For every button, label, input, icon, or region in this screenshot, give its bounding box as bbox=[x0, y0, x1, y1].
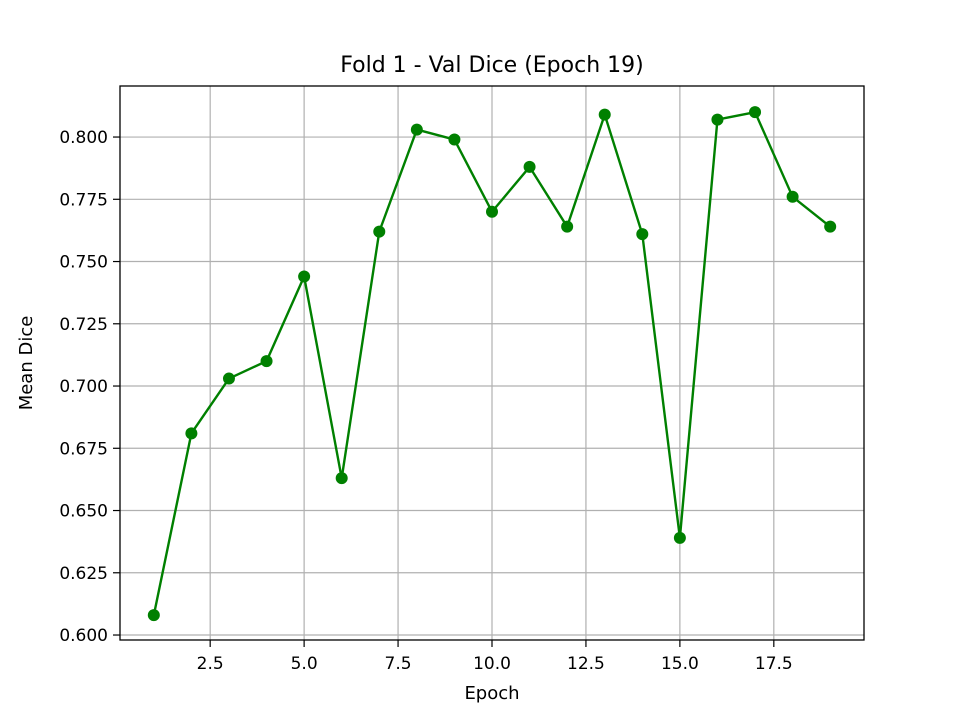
data-point bbox=[486, 205, 498, 218]
y-tick-label: 0.625 bbox=[59, 564, 108, 584]
x-axis-ticks: 2.5 5.0 7.5 10.0 12.5 15.0 17.5 bbox=[197, 640, 793, 674]
x-tick-label: 10.0 bbox=[473, 654, 511, 674]
data-point bbox=[711, 113, 724, 126]
x-tick-label: 2.5 bbox=[197, 654, 224, 674]
y-tick-label: 0.800 bbox=[59, 128, 108, 148]
x-tick-label: 17.5 bbox=[755, 654, 793, 674]
data-point bbox=[222, 372, 235, 385]
y-tick-label: 0.675 bbox=[59, 439, 108, 459]
data-point bbox=[448, 133, 461, 146]
y-tick-label: 0.650 bbox=[59, 502, 108, 522]
data-point bbox=[786, 190, 799, 203]
y-tick-label: 0.725 bbox=[59, 315, 108, 335]
data-point bbox=[749, 106, 762, 119]
y-tick-label: 0.775 bbox=[59, 190, 108, 210]
x-axis-label: Epoch bbox=[464, 683, 519, 704]
data-point bbox=[185, 427, 198, 440]
y-tick-label: 0.750 bbox=[59, 253, 108, 273]
marker-layer bbox=[147, 106, 837, 622]
data-point bbox=[410, 123, 423, 136]
x-tick-label: 15.0 bbox=[661, 654, 699, 674]
data-point bbox=[260, 355, 273, 368]
data-point bbox=[598, 108, 611, 121]
data-point bbox=[147, 609, 160, 622]
x-tick-label: 7.5 bbox=[385, 654, 412, 674]
data-point bbox=[523, 160, 536, 173]
x-tick-label: 12.5 bbox=[567, 654, 605, 674]
chart-title: Fold 1 - Val Dice (Epoch 19) bbox=[340, 53, 643, 78]
y-tick-label: 0.700 bbox=[59, 377, 108, 397]
data-point bbox=[298, 270, 311, 283]
y-tick-label: 0.600 bbox=[59, 626, 108, 646]
x-tick-label: 5.0 bbox=[291, 654, 318, 674]
y-axis-ticks: 0.600 0.625 0.650 0.675 0.700 0.725 0.750 0.775… bbox=[59, 128, 120, 646]
data-point bbox=[824, 220, 837, 233]
data-point bbox=[561, 220, 574, 233]
data-point bbox=[636, 228, 649, 241]
data-point bbox=[373, 225, 386, 238]
data-point bbox=[673, 531, 686, 544]
data-point bbox=[335, 472, 348, 485]
y-axis-label: Mean Dice bbox=[16, 316, 37, 411]
grid-layer bbox=[120, 86, 864, 640]
